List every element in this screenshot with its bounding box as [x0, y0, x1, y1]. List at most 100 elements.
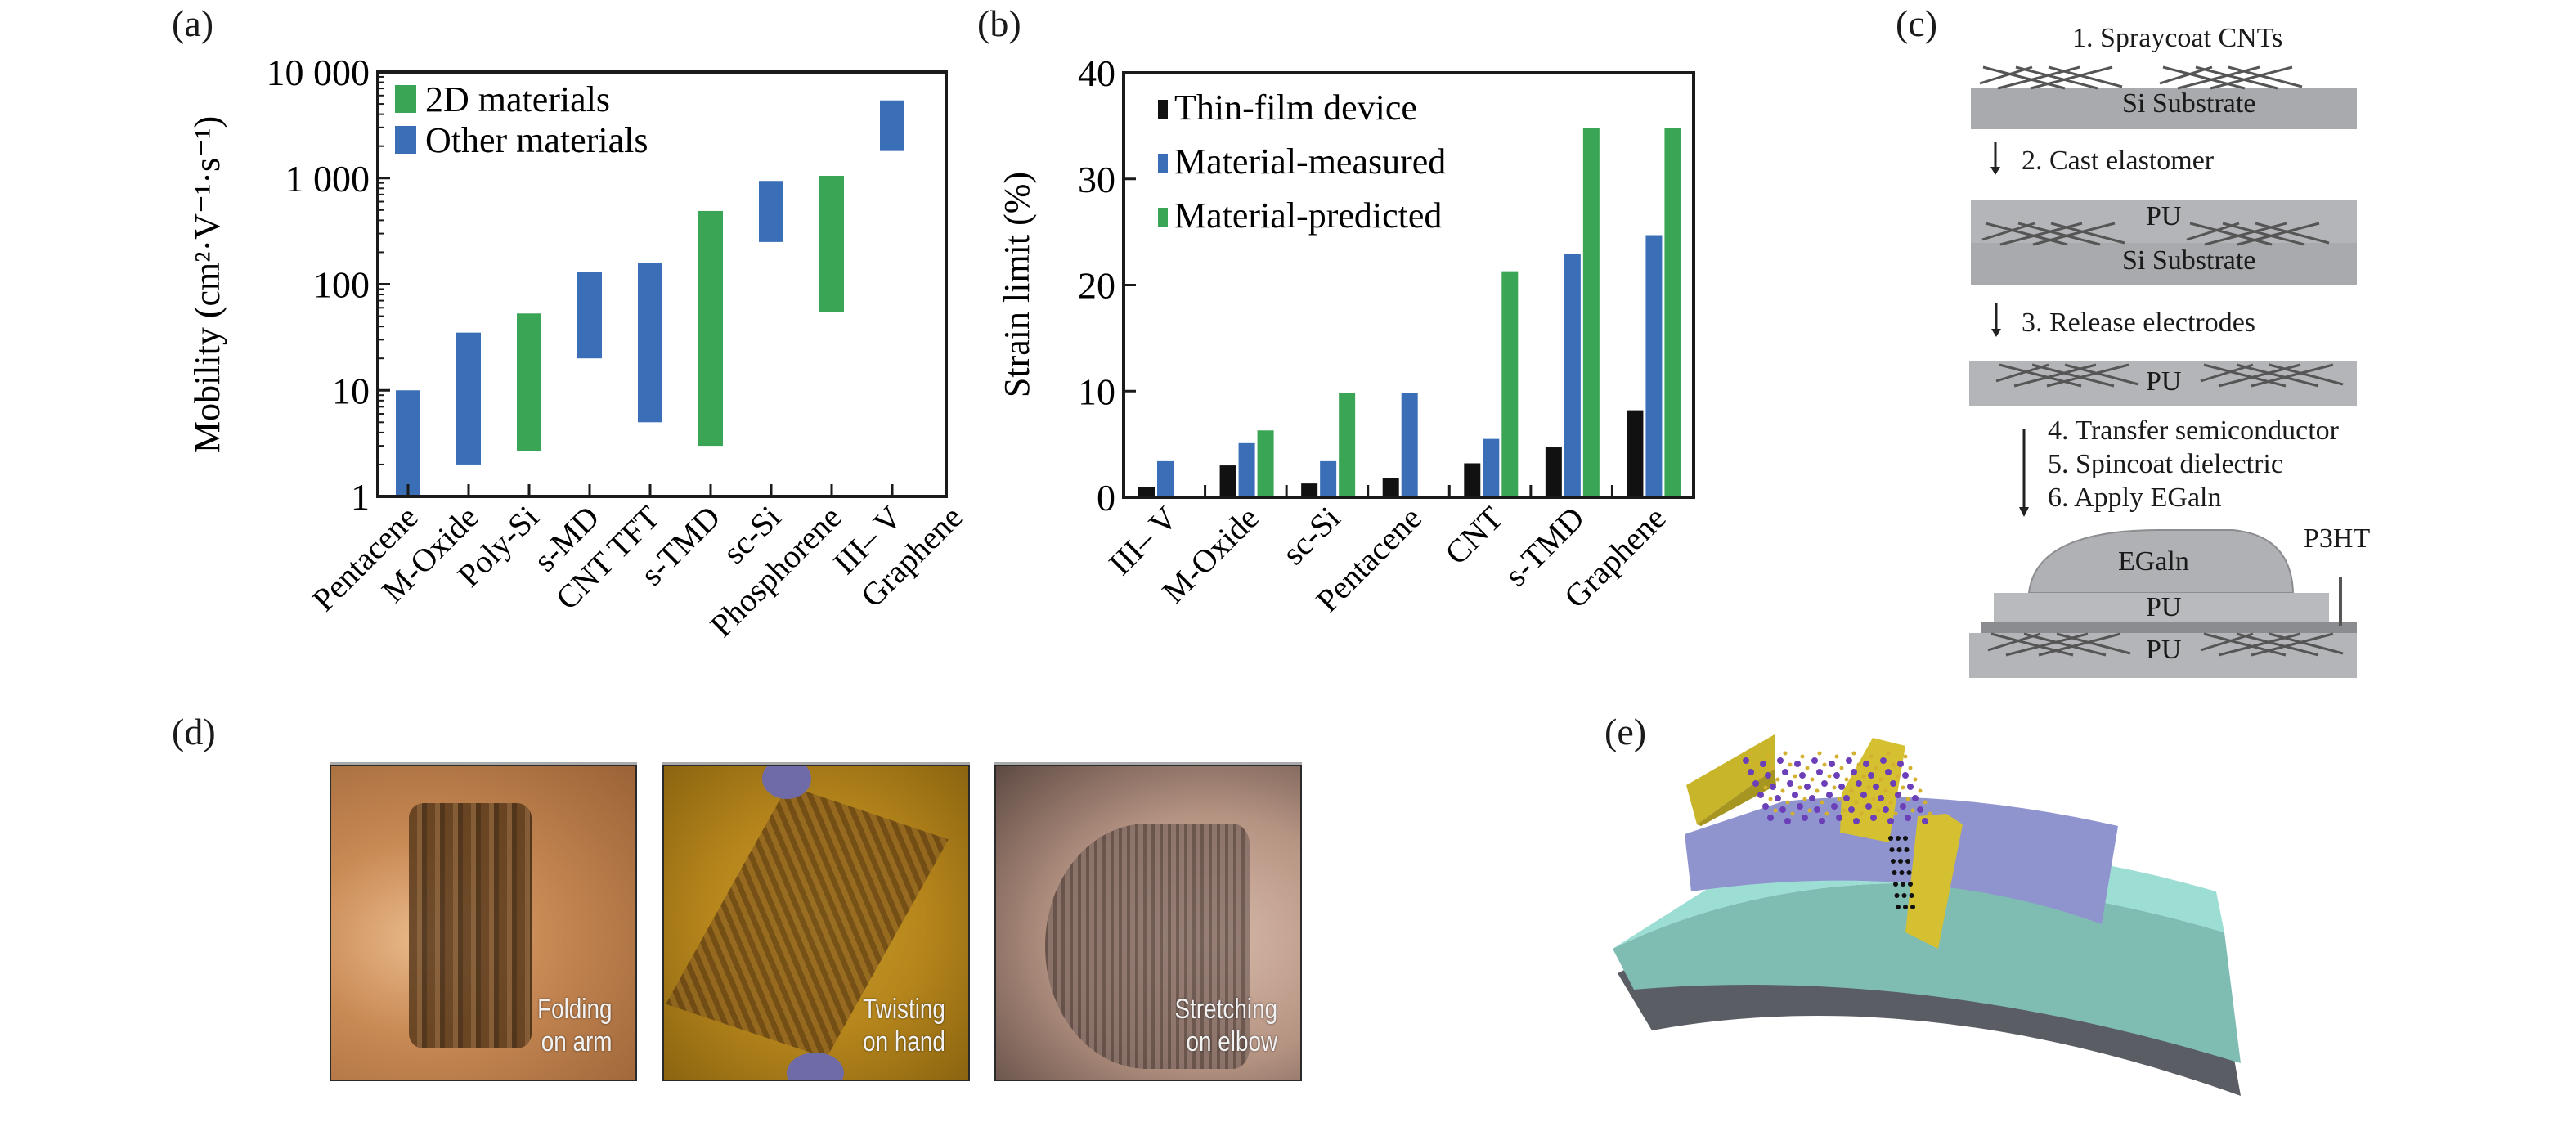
bar-material-measured-cnt — [1483, 438, 1500, 497]
si-substrate-label: Si Substrate — [2122, 88, 2256, 119]
metal-atom — [1814, 806, 1820, 813]
p3ht-label: P3HT — [2304, 523, 2371, 554]
flexible-transistor-illustration — [1613, 734, 2241, 1096]
chalcogen-atom — [1913, 777, 1918, 782]
y-axis-label: Strain limit (%) — [997, 172, 1037, 397]
chalcogen-atom — [1923, 800, 1928, 805]
carbon-atom — [1896, 905, 1901, 909]
y-tick-label: 40 — [1078, 52, 1115, 94]
panel-label-c: (c) — [1896, 2, 1938, 44]
metal-atom — [1868, 772, 1874, 779]
y-axis-label: Mobility (cm²·V⁻¹·s⁻¹) — [187, 116, 227, 453]
metal-atom — [1922, 818, 1928, 824]
metal-atom — [1880, 757, 1887, 764]
legend-swatch-thin-film — [1158, 100, 1168, 119]
caption-line-2: on arm — [541, 1026, 613, 1057]
bar-thin-film-device-iii-v — [1138, 487, 1155, 497]
panel-label-d: (d) — [172, 711, 216, 752]
chalcogen-atom — [1820, 800, 1824, 805]
chalcogen-atom — [1905, 797, 1910, 801]
chalcogen-atom — [1753, 762, 1758, 767]
panel-label-e: (e) — [1604, 711, 1647, 752]
chalcogen-atom — [1910, 808, 1915, 813]
si-substrate-layer — [1971, 243, 2357, 285]
metal-atom — [1838, 784, 1845, 790]
metal-atom — [1826, 792, 1833, 798]
bar-material-measured-sc-si — [1320, 460, 1337, 497]
chalcogen-atom — [1807, 808, 1812, 813]
metal-atom — [1821, 780, 1828, 787]
glove-fingertip — [762, 766, 811, 799]
stretched-device-film — [1045, 824, 1250, 1069]
chalcogen-atom — [1834, 754, 1839, 759]
chalcogen-atom — [1869, 754, 1874, 759]
metal-atom — [1912, 795, 1919, 801]
chalcogen-atom — [1817, 751, 1822, 756]
bar-material-predicted-cnt — [1501, 271, 1519, 497]
egaln-droplet — [2027, 529, 2295, 594]
metal-atom — [1794, 761, 1801, 767]
chalcogen-atom — [1871, 797, 1876, 801]
legend-label-measured: Material-measured — [1174, 141, 1446, 182]
chalcogen-atom — [1874, 766, 1878, 770]
metal-atom — [1804, 784, 1811, 790]
metal-atom — [1767, 815, 1774, 821]
chalcogen-atom — [1844, 777, 1849, 782]
step-6-text: 6. Apply EGaln — [2048, 483, 2222, 513]
pu-label: PU — [2146, 201, 2182, 231]
y-tick-label: 0 — [1097, 477, 1115, 519]
chalcogen-atom — [1824, 811, 1829, 816]
bar-material-predicted-graphene — [1664, 128, 1681, 497]
chalcogen-atom — [1783, 751, 1788, 756]
metal-atom — [1846, 757, 1852, 764]
legend-label-other: Other materials — [425, 120, 648, 160]
chalcogen-atom — [1790, 811, 1795, 816]
chalcogen-atom — [1793, 774, 1797, 779]
pu-dielectric-layer — [1994, 593, 2329, 622]
caption-line-1: Twisting — [863, 994, 945, 1025]
plot-frame — [376, 70, 948, 498]
metal-atom — [1887, 818, 1894, 824]
carbon-atom — [1888, 836, 1893, 841]
panel-label-b: (b) — [977, 2, 1021, 44]
metal-atom — [1878, 795, 1884, 801]
metal-atom — [1809, 795, 1815, 801]
legend-label-predicted: Material-predicted — [1174, 195, 1442, 236]
flexible-substrate-front — [1613, 882, 2241, 1063]
bar-material-predicted-sc-si — [1339, 393, 1356, 497]
chalcogen-atom — [1768, 797, 1773, 801]
metal-atom — [1792, 792, 1798, 798]
photo-twisting-on-hand: Twisting on hand — [664, 766, 968, 1080]
fabrication-process-diagram: 1. Spraycoat CNTs Si Substrate 2. Cast e… — [1873, 0, 2412, 703]
range-bar-s-md — [577, 272, 602, 359]
chalcogen-atom — [1810, 777, 1815, 782]
metal-atom — [1752, 780, 1759, 787]
graphene-lattice — [1888, 836, 1915, 909]
arrow-head-icon — [1990, 167, 2000, 175]
carbon-atom — [1909, 893, 1914, 898]
metal-atom — [1900, 803, 1906, 810]
pu-label: PU — [2146, 635, 2182, 665]
y-tick-label: 30 — [1078, 159, 1115, 200]
arrow-head-icon — [1991, 329, 2001, 337]
bar-thin-film-device-graphene — [1627, 410, 1644, 497]
y-tick-label: 20 — [1078, 265, 1115, 307]
metal-atom — [1775, 795, 1781, 801]
chalcogen-atom — [1849, 788, 1854, 793]
caption-line-1: Folding — [537, 994, 613, 1025]
chalcogen-atom — [1888, 800, 1893, 805]
carbon-atom — [1905, 859, 1910, 864]
x-tick-label: sc-Si — [1275, 500, 1347, 572]
chalcogen-atom — [1878, 777, 1883, 782]
carbon-atom — [1893, 882, 1898, 887]
bar-material-measured-m-oxide — [1238, 442, 1255, 497]
chalcogen-atom — [1758, 774, 1763, 779]
bar-material-predicted-s-tmd — [1582, 128, 1600, 497]
metal-atom — [1784, 818, 1791, 824]
bar-thin-film-device-m-oxide — [1219, 465, 1236, 497]
chalcogen-atom — [1832, 785, 1837, 790]
step-5-text: 5. Spincoat dielectric — [2048, 449, 2283, 479]
carbon-atom — [1889, 847, 1895, 852]
chalcogen-atom — [1854, 800, 1859, 805]
chalcogen-atom — [1763, 785, 1768, 790]
